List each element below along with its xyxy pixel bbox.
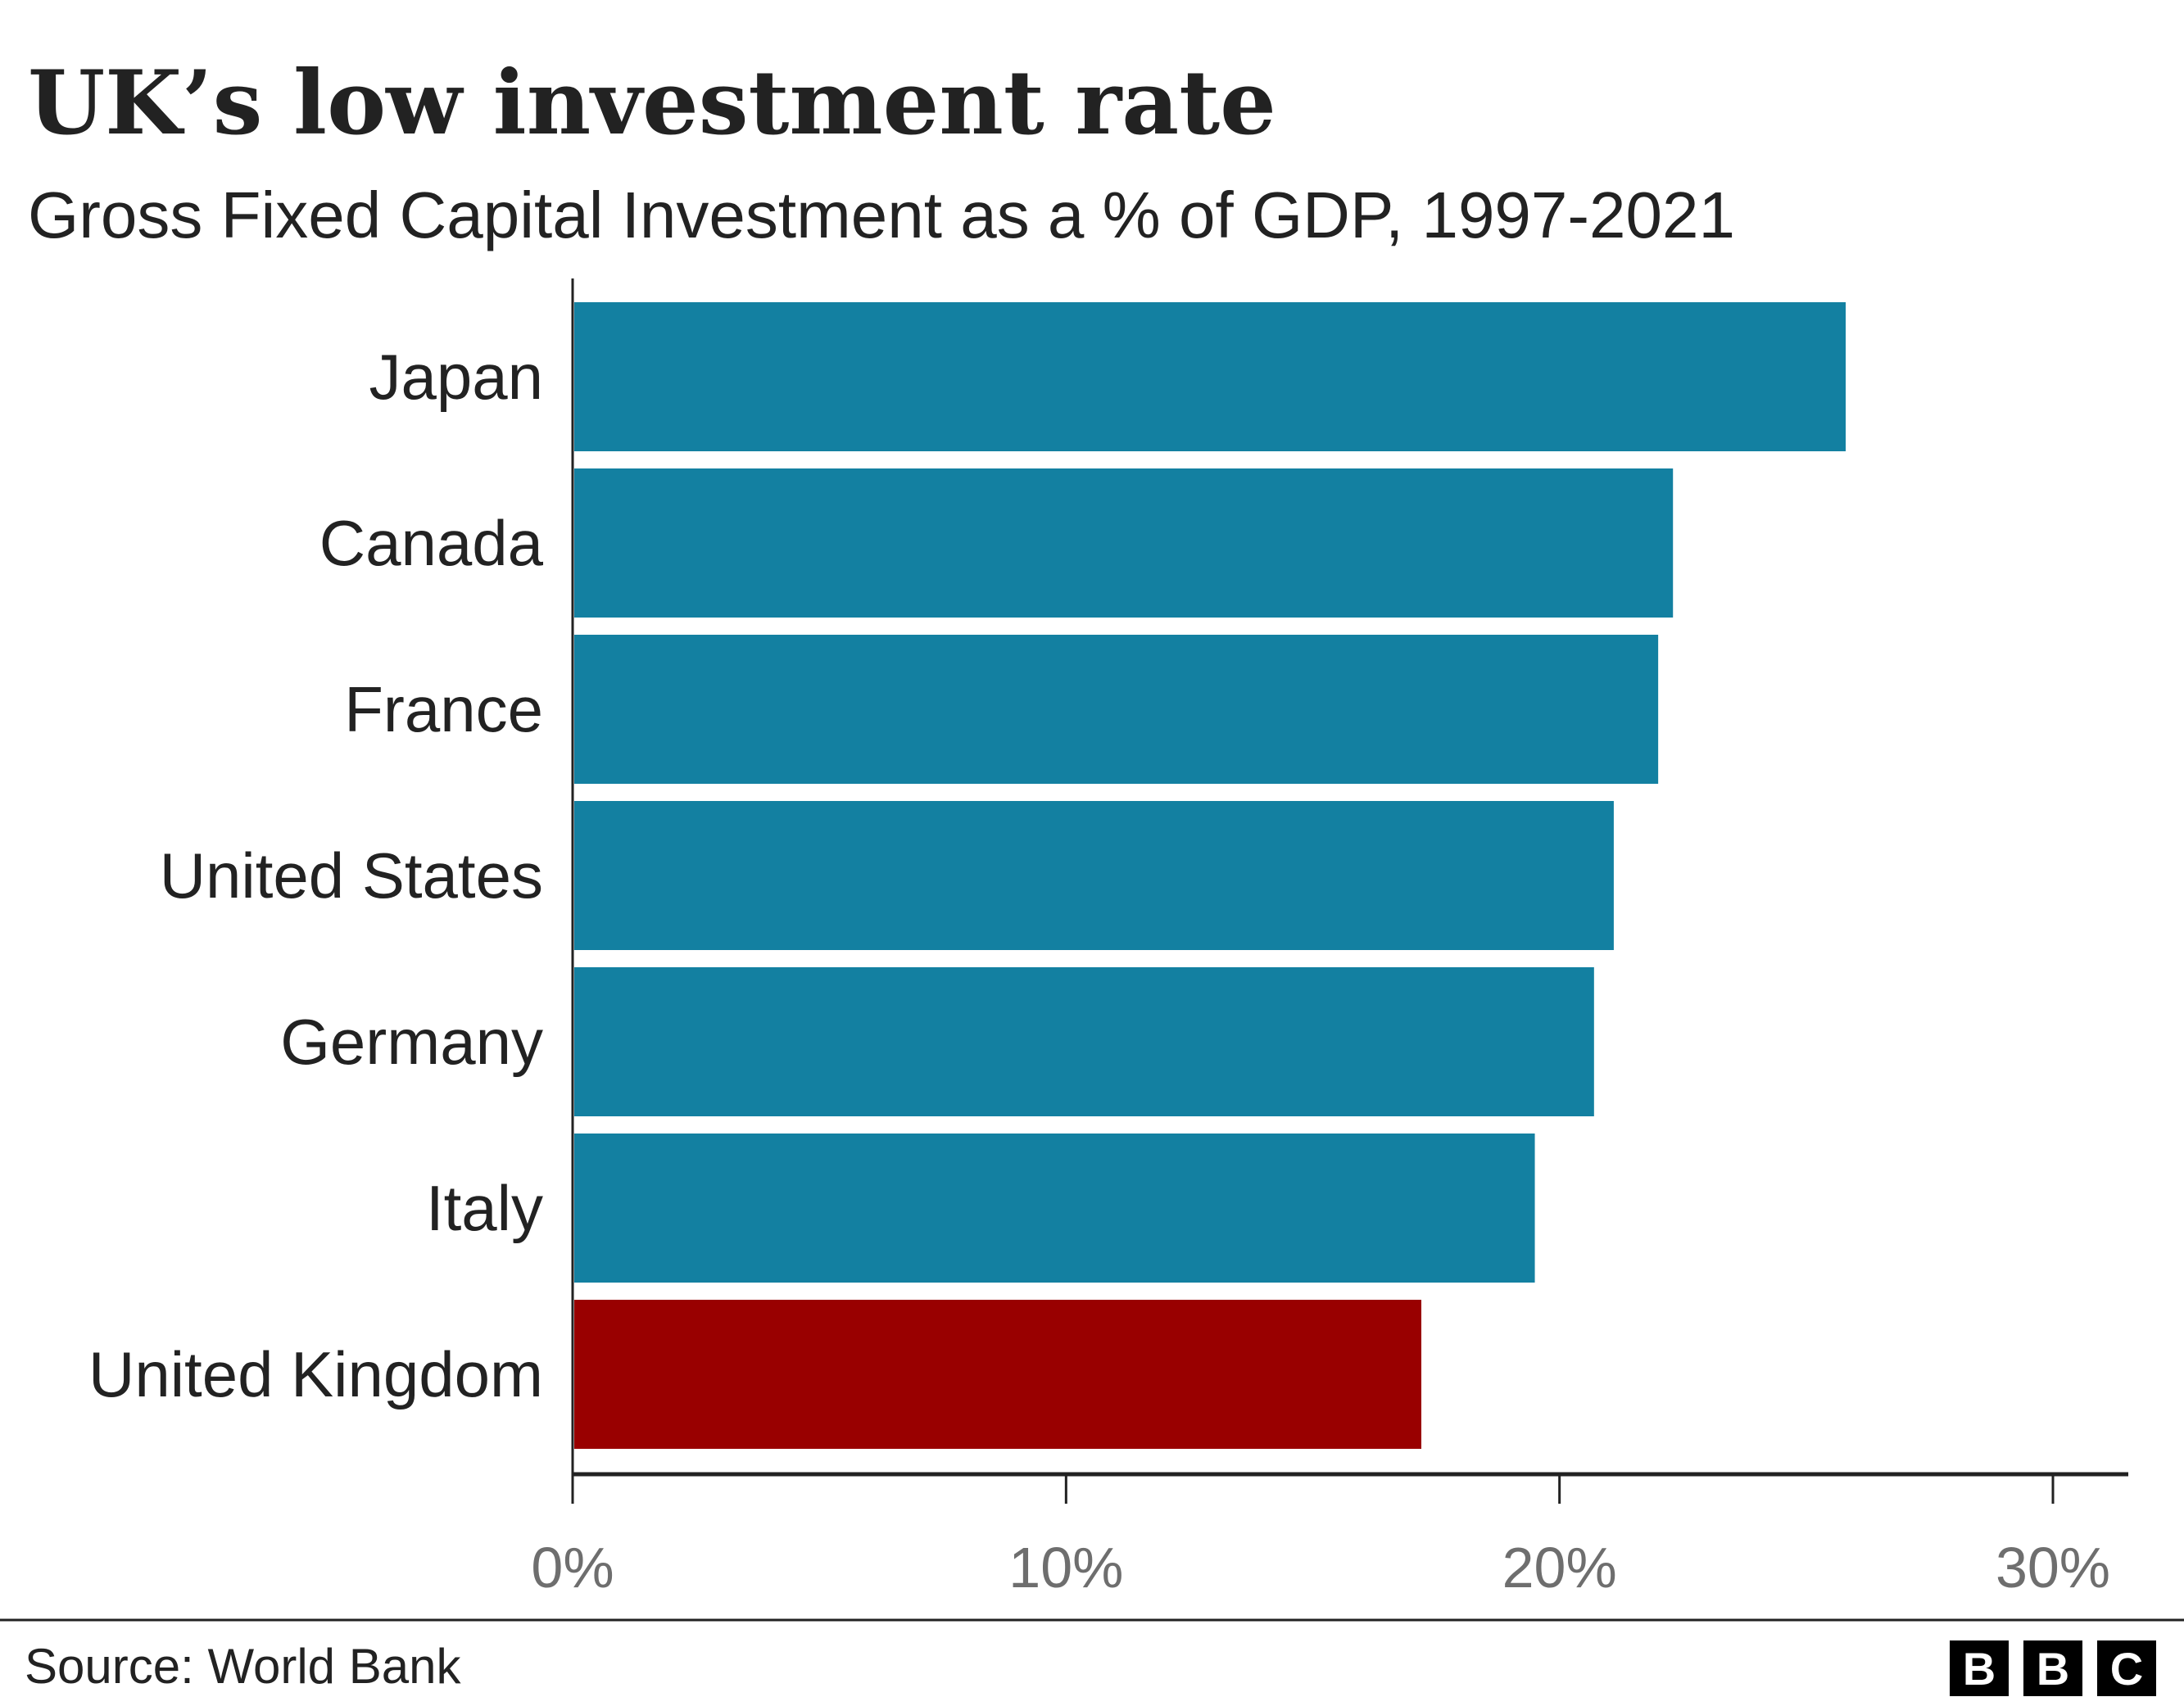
category-label: Japan xyxy=(369,341,543,413)
logo-letter: B xyxy=(2037,1643,2069,1695)
bar-japan xyxy=(574,302,1846,451)
bar-germany xyxy=(574,967,1594,1116)
bar-united-states xyxy=(574,801,1614,950)
x-tick-label: 20% xyxy=(1502,1536,1617,1600)
chart-title: UK’s low investment rate xyxy=(28,52,1276,155)
bar-italy xyxy=(574,1134,1535,1283)
x-tick-label: 0% xyxy=(531,1536,614,1600)
logo-letter: C xyxy=(2110,1643,2143,1695)
logo-block xyxy=(1950,1640,2009,1696)
category-label: Germany xyxy=(280,1006,543,1078)
bar-united-kingdom xyxy=(574,1300,1422,1449)
x-axis: 0% 10% 20% 30% xyxy=(531,278,2128,1600)
category-label: Italy xyxy=(426,1172,543,1244)
logo-block xyxy=(2023,1640,2082,1696)
bar-canada xyxy=(574,468,1674,618)
chart-subtitle: Gross Fixed Capital Investment as a % of… xyxy=(28,179,1735,251)
bars-group: Japan Canada France United States Germany Ita… xyxy=(88,302,1846,1449)
category-label: France xyxy=(344,673,543,745)
x-tick-label: 30% xyxy=(1996,1536,2110,1600)
source-note: Source: World Bank xyxy=(25,1639,461,1694)
category-label: Canada xyxy=(319,507,544,579)
category-label: United States xyxy=(160,839,543,912)
logo-letter: B xyxy=(1963,1643,1996,1695)
x-tick-label: 10% xyxy=(1008,1536,1123,1600)
category-label: United Kingdom xyxy=(88,1338,543,1410)
logo-block xyxy=(2097,1640,2156,1696)
bar-france xyxy=(574,635,1659,784)
